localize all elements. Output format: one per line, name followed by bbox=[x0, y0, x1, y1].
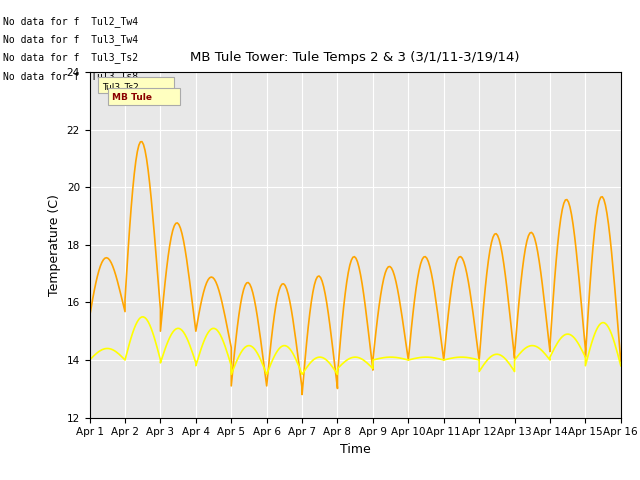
Tul2_Ts-8 bbox=[138, 314, 146, 320]
Text: No data for f  Tul3_Tw4: No data for f Tul3_Tw4 bbox=[3, 34, 138, 45]
Tul2_Ts-8 bbox=[86, 357, 93, 363]
Tul2_Ts-8 bbox=[248, 343, 255, 349]
Tul2_Ts-8 bbox=[154, 346, 161, 351]
Tul2_Ts-8 bbox=[264, 368, 272, 373]
Tul2_Ts-2 bbox=[321, 291, 329, 297]
Tul2_Ts-2 bbox=[272, 302, 280, 308]
Text: No data for f  Tul3_Ts2: No data for f Tul3_Ts2 bbox=[3, 52, 138, 63]
Line: Tul2_Ts-8: Tul2_Ts-8 bbox=[90, 317, 621, 374]
Tul2_Ts-2 bbox=[246, 281, 253, 287]
Tul2_Ts-8 bbox=[227, 372, 235, 377]
Tul2_Ts-2 bbox=[589, 243, 597, 249]
Text: MB Tule: MB Tule bbox=[112, 93, 152, 102]
Tul2_Ts-8 bbox=[321, 356, 329, 362]
Text: No data for f  Tul3_Ts8: No data for f Tul3_Ts8 bbox=[3, 71, 138, 82]
Y-axis label: Temperature (C): Temperature (C) bbox=[48, 194, 61, 296]
Tul2_Ts-2 bbox=[154, 268, 161, 274]
Tul2_Ts-2 bbox=[298, 392, 306, 397]
Title: MB Tule Tower: Tule Temps 2 & 3 (3/1/11-3/19/14): MB Tule Tower: Tule Temps 2 & 3 (3/1/11-… bbox=[191, 51, 520, 64]
X-axis label: Time: Time bbox=[340, 443, 371, 456]
Tul2_Ts-2 bbox=[138, 139, 146, 144]
Tul2_Ts-2 bbox=[617, 359, 625, 364]
Line: Tul2_Ts-2: Tul2_Ts-2 bbox=[90, 142, 621, 395]
Tul2_Ts-2 bbox=[263, 383, 271, 389]
Tul2_Ts-2 bbox=[86, 314, 93, 320]
Tul2_Ts-8 bbox=[617, 363, 625, 369]
Tul2_Ts-8 bbox=[274, 348, 282, 354]
Text: Tul3_Ts2: Tul3_Ts2 bbox=[102, 82, 139, 91]
Tul2_Ts-8 bbox=[589, 336, 597, 341]
Text: No data for f  Tul2_Tw4: No data for f Tul2_Tw4 bbox=[3, 16, 138, 27]
